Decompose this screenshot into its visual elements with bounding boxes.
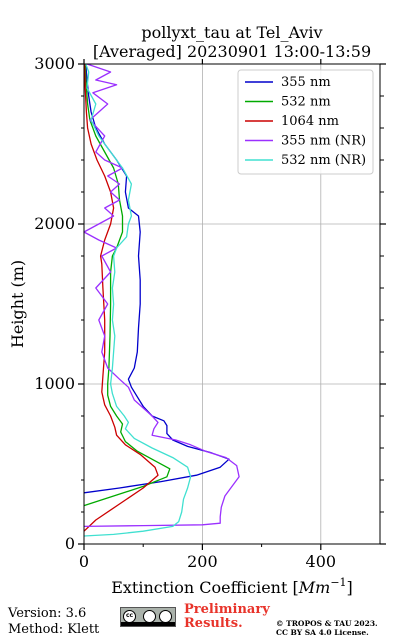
y-tick-label-3: 3000 [34, 54, 75, 73]
copyright-line-2: CC BY SA 4.0 License. [276, 628, 369, 637]
x-tick-label-0: 0 [79, 552, 89, 571]
cc-by-sa-icon: cc [120, 607, 176, 627]
series-line-0 [83, 63, 230, 494]
x-tick-label-1: 200 [187, 552, 218, 571]
legend: 355 nm 532 nm 1064 nm 355 nm (NR) 532 nm (NR… [237, 69, 374, 175]
plot-frame [83, 63, 381, 545]
series-line-1 [83, 63, 171, 507]
chart-subtitle: [Averaged] 20230901 13:00-13:59 [93, 42, 371, 61]
cc-badge-strip [121, 622, 175, 626]
y-axis-label: Height (m) [8, 260, 27, 348]
legend-label-1: 532 nm [281, 95, 331, 110]
y-tick-label-2: 2000 [34, 214, 75, 233]
preliminary-results-note: Preliminary Results. [184, 603, 270, 631]
method-text: Method: Klett [8, 622, 100, 637]
x-tick-label-2: 400 [306, 552, 337, 571]
axis-ticks: 0 200 400 0 1000 2000 3000 [34, 54, 386, 571]
legend-label-4: 532 nm (NR) [281, 153, 366, 168]
legend-label-2: 1064 nm [281, 114, 339, 129]
preliminary-line-1: Preliminary [184, 602, 270, 617]
legend-label-0: 355 nm [281, 75, 331, 90]
y-tick-label-1: 1000 [34, 374, 75, 393]
legend-label-3: 355 nm (NR) [281, 134, 366, 149]
x-axis-label: Extinction Coefficient [Mm−1] [111, 576, 353, 597]
y-tick-label-0: 0 [65, 534, 75, 553]
copyright-line-1: © TROPOS & TAU 2023. [276, 619, 378, 628]
chart-title: pollyxt_tau at Tel_Aviv [141, 23, 322, 42]
legend-box [237, 69, 374, 175]
copyright-note: © TROPOS & TAU 2023. CC BY SA 4.0 Licens… [276, 619, 378, 637]
series-line-3 [83, 63, 240, 528]
series-lines [83, 63, 240, 537]
series-line-4 [83, 63, 192, 537]
preliminary-line-2: Results. [184, 616, 243, 631]
version-text: Version: 3.6 [8, 606, 87, 621]
